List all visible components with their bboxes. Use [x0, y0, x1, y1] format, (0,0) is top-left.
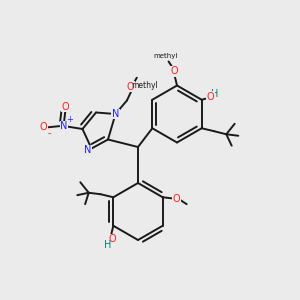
Text: N: N	[112, 109, 119, 119]
Text: O: O	[170, 66, 178, 76]
Text: O: O	[207, 92, 214, 102]
Text: methyl: methyl	[153, 53, 178, 59]
Text: O: O	[61, 102, 69, 112]
Text: N: N	[84, 145, 92, 155]
Text: methyl: methyl	[131, 81, 158, 90]
Text: O: O	[108, 234, 116, 244]
Text: H: H	[103, 240, 111, 250]
Text: -: -	[47, 128, 51, 139]
Text: H: H	[211, 89, 218, 99]
Text: O: O	[173, 194, 181, 204]
Text: N: N	[60, 121, 68, 131]
Text: O: O	[40, 122, 47, 133]
Text: O: O	[127, 82, 135, 92]
Text: +: +	[66, 116, 73, 124]
